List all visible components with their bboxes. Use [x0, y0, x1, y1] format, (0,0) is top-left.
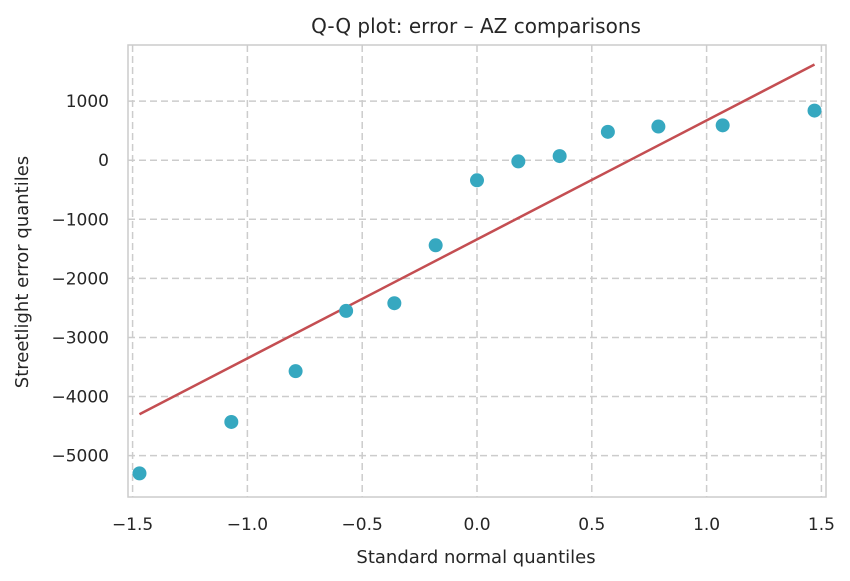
fit-line-layer [138, 63, 816, 416]
x-tick-label: 0.0 [463, 515, 490, 535]
x-tick-label: −1.0 [227, 515, 268, 535]
data-point [132, 466, 147, 481]
data-point [715, 118, 730, 133]
data-points [132, 103, 822, 481]
y-tick-label: −4000 [51, 388, 109, 408]
data-point [470, 173, 484, 188]
chart-title: Q-Q plot: error – AZ comparisons [311, 14, 641, 38]
reference-fit-line [138, 63, 816, 416]
x-tick-label: 0.5 [578, 515, 605, 535]
data-point [651, 119, 666, 134]
data-point [387, 296, 402, 311]
x-tick-label: 1.0 [693, 515, 720, 535]
x-axis-ticks: −1.5 −1.0 −0.5 0.0 0.5 1.0 1.5 [112, 515, 835, 535]
data-point [552, 149, 567, 164]
data-point [224, 414, 239, 429]
data-point [288, 364, 303, 379]
data-point [600, 124, 615, 139]
data-point [428, 238, 443, 253]
data-point [339, 303, 354, 318]
x-tick-label: 1.5 [808, 515, 835, 535]
y-tick-label: −1000 [51, 210, 109, 230]
y-tick-label: −2000 [51, 269, 109, 289]
x-tick-label: −0.5 [342, 515, 383, 535]
y-axis-ticks: −5000 −4000 −3000 −2000 −1000 0 1000 [51, 92, 109, 467]
y-tick-label: −3000 [51, 328, 109, 348]
data-point [807, 103, 822, 118]
x-axis-title: Standard normal quantiles [356, 547, 595, 568]
y-tick-label: −5000 [51, 447, 109, 467]
grid-lines [128, 45, 826, 497]
x-tick-label: −1.5 [112, 515, 153, 535]
data-point [511, 154, 526, 169]
plot-frame [127, 44, 827, 498]
y-axis-title: Streetlight error quantiles [12, 156, 33, 388]
y-tick-label: 0 [98, 151, 109, 171]
y-tick-label: 1000 [66, 92, 109, 112]
